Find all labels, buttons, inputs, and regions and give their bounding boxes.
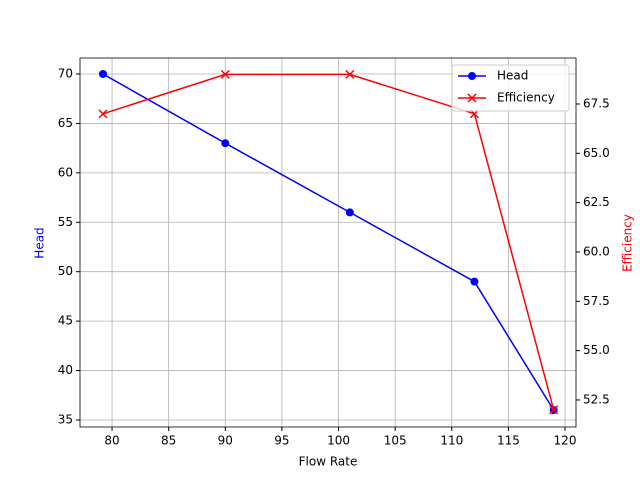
x-tick-label: 80 — [104, 434, 119, 448]
x-tick-label: 90 — [218, 434, 233, 448]
legend: Head Efficiency — [451, 64, 570, 112]
plot-frame — [79, 57, 577, 428]
y2-tick-label: 52.5 — [583, 392, 610, 406]
y2-tick-label: 57.5 — [583, 294, 610, 308]
y-tick-label: 35 — [58, 412, 73, 426]
y2-tick-label: 62.5 — [583, 195, 610, 209]
y2-tick-label: 60.0 — [583, 244, 610, 258]
x-tick-label: 110 — [440, 434, 463, 448]
x-tick-label: 105 — [384, 434, 407, 448]
marker — [98, 109, 108, 119]
marker — [221, 139, 230, 148]
x-tick-label: 100 — [327, 434, 350, 448]
x-tick-label: 120 — [554, 434, 577, 448]
y-tick-label: 45 — [58, 314, 73, 328]
y2-axis-label: Efficiency — [621, 214, 635, 272]
marker — [220, 69, 230, 79]
marker — [549, 405, 559, 415]
y-axis-label: Head — [33, 227, 47, 258]
marker — [98, 70, 107, 79]
x-axis-label: Flow Rate — [299, 455, 358, 469]
marker — [467, 93, 477, 103]
marker — [345, 208, 354, 217]
series-line — [102, 73, 555, 411]
y-tick-label: 70 — [58, 67, 73, 81]
y2-tick-label: 65.0 — [583, 146, 610, 160]
legend-label: Efficiency — [497, 91, 555, 105]
y-tick-label: 55 — [58, 215, 73, 229]
y2-tick-label: 67.5 — [583, 96, 610, 110]
legend-label: Head — [497, 69, 528, 83]
x-tick-label: 115 — [497, 434, 520, 448]
grid — [80, 58, 576, 427]
marker — [470, 277, 479, 286]
y-tick-label: 65 — [58, 116, 73, 130]
y-tick-label: 60 — [58, 165, 73, 179]
y2-tick-label: 55.0 — [583, 343, 610, 357]
x-tick-label: 85 — [161, 434, 176, 448]
marker — [468, 72, 476, 80]
y-tick-label: 40 — [58, 363, 73, 377]
series-line — [102, 73, 555, 411]
x-tick-label: 95 — [274, 434, 289, 448]
y-tick-label: 50 — [58, 264, 73, 278]
marker — [345, 69, 355, 79]
